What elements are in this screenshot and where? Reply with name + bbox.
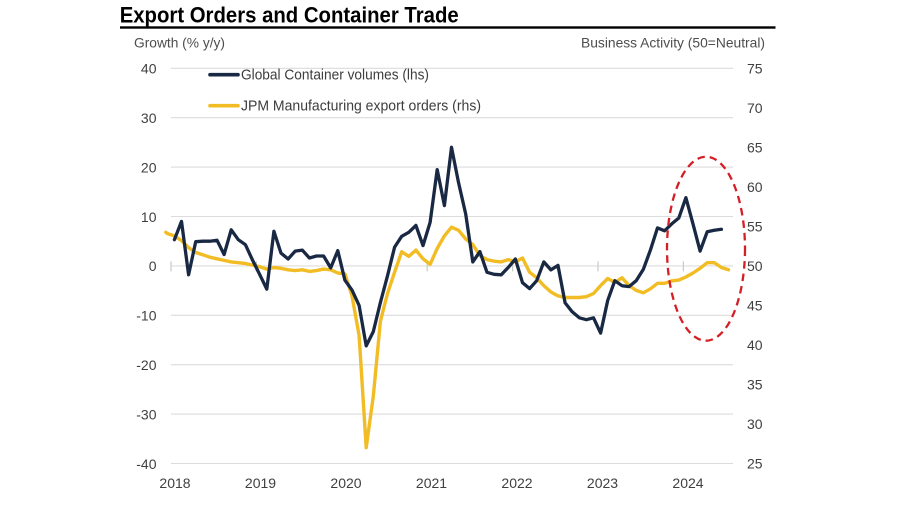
svg-text:25: 25 xyxy=(747,456,763,472)
svg-text:40: 40 xyxy=(747,337,763,353)
svg-text:30: 30 xyxy=(141,110,157,126)
svg-text:Export Orders and Container Tr: Export Orders and Container Trade xyxy=(120,3,459,28)
svg-text:55: 55 xyxy=(747,219,763,235)
svg-text:2022: 2022 xyxy=(501,475,532,491)
svg-text:50: 50 xyxy=(747,258,763,274)
svg-text:Business Activity (50=Neutral): Business Activity (50=Neutral) xyxy=(581,35,765,51)
svg-text:Global Container volumes (lhs): Global Container volumes (lhs) xyxy=(241,68,429,84)
svg-text:-40: -40 xyxy=(136,456,156,472)
svg-text:45: 45 xyxy=(747,298,763,314)
svg-text:2018: 2018 xyxy=(159,475,190,491)
svg-text:10: 10 xyxy=(141,209,157,225)
svg-text:0: 0 xyxy=(149,258,157,274)
svg-text:-10: -10 xyxy=(136,308,156,324)
svg-text:75: 75 xyxy=(747,61,763,77)
svg-text:-30: -30 xyxy=(136,406,156,422)
svg-text:30: 30 xyxy=(747,416,763,432)
svg-text:-20: -20 xyxy=(136,357,156,373)
svg-text:40: 40 xyxy=(141,61,157,77)
svg-text:2019: 2019 xyxy=(245,475,276,491)
svg-text:35: 35 xyxy=(747,377,763,393)
svg-text:Growth (% y/y): Growth (% y/y) xyxy=(134,35,225,51)
svg-text:2023: 2023 xyxy=(587,475,618,491)
svg-text:2020: 2020 xyxy=(330,475,361,491)
svg-text:2024: 2024 xyxy=(672,475,703,491)
svg-text:20: 20 xyxy=(141,159,157,175)
svg-text:70: 70 xyxy=(747,100,763,116)
svg-text:65: 65 xyxy=(747,140,763,156)
svg-text:60: 60 xyxy=(747,179,763,195)
svg-text:JPM Manufacturing export order: JPM Manufacturing export orders (rhs) xyxy=(241,99,481,115)
svg-text:2021: 2021 xyxy=(416,475,447,491)
